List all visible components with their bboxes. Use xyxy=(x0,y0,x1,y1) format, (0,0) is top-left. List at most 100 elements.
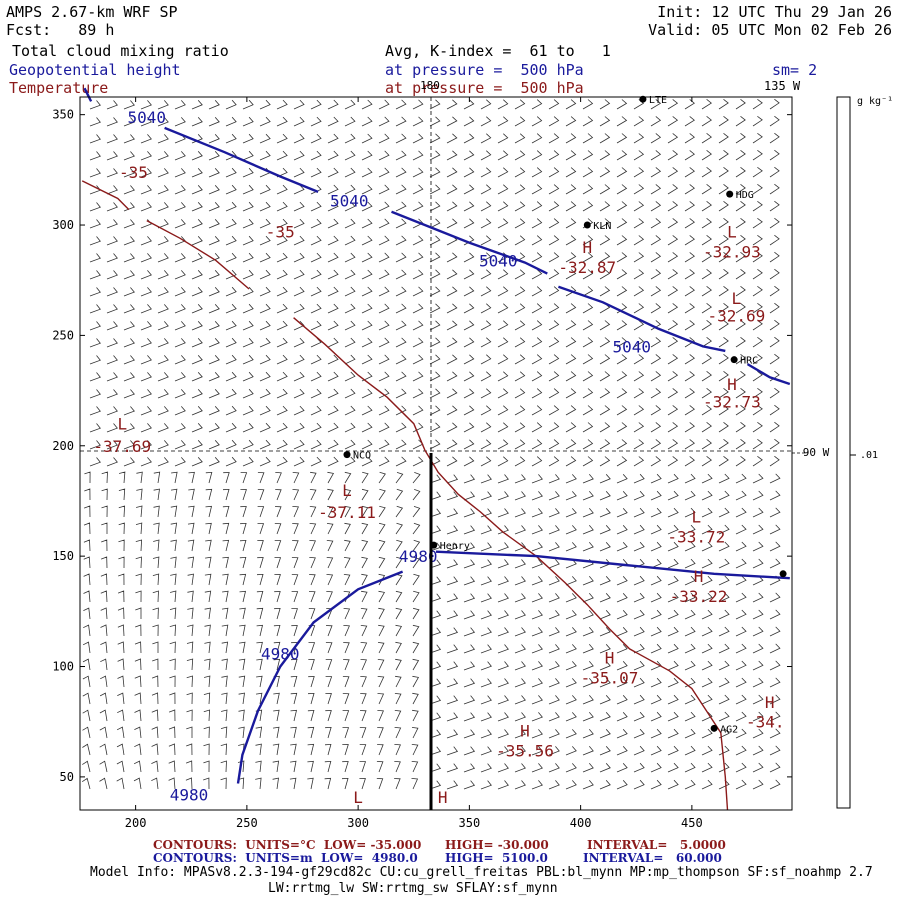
field3-name: Temperature xyxy=(9,79,109,97)
height-contours xyxy=(83,87,791,784)
x-tick-label: 350 xyxy=(459,816,481,830)
fcst-label: Fcst: xyxy=(6,21,52,39)
station-label: Henry xyxy=(440,541,470,552)
field2-detail: at pressure = 500 hPa xyxy=(385,61,584,79)
height-label: 4980 xyxy=(170,786,209,805)
height-label: 5040 xyxy=(479,251,518,270)
station-dot xyxy=(726,190,734,198)
graticule-lines xyxy=(80,97,792,453)
colorbar-unit: g kg⁻¹ xyxy=(857,96,893,107)
temp-label: L xyxy=(117,415,127,434)
temp-contour-interval: INTERVAL= 5.0000 xyxy=(587,838,726,852)
temp-label: -32.73 xyxy=(703,393,761,412)
height-contour-2 xyxy=(391,210,548,275)
temp-contour-2 xyxy=(293,317,729,811)
temp-label: -35 xyxy=(119,163,148,182)
station-label: AG2 xyxy=(720,724,738,735)
init-time: Init: 12 UTC Thu 29 Jan 26 xyxy=(657,3,892,21)
temp-label: L xyxy=(727,223,737,242)
temp-label: -37.69 xyxy=(93,437,151,456)
height-contour-0 xyxy=(83,87,93,102)
colorbar-box xyxy=(836,96,851,809)
temp-label: L xyxy=(353,788,363,807)
model-info: Model Info: MPASv8.2.3-194-gf29cd82c CU:… xyxy=(90,865,873,880)
temp-label: H xyxy=(520,722,530,741)
temp-label: -32.87 xyxy=(558,258,616,277)
temp-label: -32.93 xyxy=(703,243,761,262)
valid-time: Valid: 05 UTC Mon 02 Feb 26 xyxy=(648,21,892,39)
temp-contour-high: HIGH= -30.000 xyxy=(445,838,549,852)
height-contour-4 xyxy=(746,363,791,386)
field1-detail: Avg, K-index = 61 to 1 xyxy=(385,42,611,60)
height-contour-info: CONTOURS: UNITS=m LOW= 4980.0 xyxy=(153,851,418,865)
height-contour-high: HIGH= 5100.0 xyxy=(445,851,548,865)
field2-name: Geopotential height xyxy=(9,61,181,79)
meridian-90w-label: 90 W xyxy=(803,446,830,459)
wind-barbs xyxy=(81,98,781,790)
forecast-label: Fcst: 89 h xyxy=(6,22,114,39)
map-frame xyxy=(79,96,793,811)
height-contour-3 xyxy=(558,285,726,353)
station-dot xyxy=(583,221,591,229)
height-label: 5040 xyxy=(127,108,166,127)
temp-label: -37.11 xyxy=(318,503,376,522)
temp-label: H xyxy=(765,693,775,712)
y-tick-label: 350 xyxy=(52,108,74,122)
model-info-physics: LW:rrtmg_lw SW:rrtmg_sw SFLAY:sf_mynn xyxy=(268,881,558,896)
contour-labels: -35-35L-37.69L-37.11H-32.87L-32.93L-32.6… xyxy=(93,108,784,807)
temp-label: -35.07 xyxy=(581,669,639,688)
temp-label: L xyxy=(692,507,702,526)
temp-label: H xyxy=(727,375,737,394)
station-markers: HDG KLN HRC NCO Henry AG2 LTE xyxy=(343,95,787,735)
station-dot xyxy=(710,724,718,732)
field1-name: Total cloud mixing ratio xyxy=(12,42,229,60)
fcst-value: 89 h xyxy=(78,21,115,39)
meridian-180-label: 180 xyxy=(420,79,440,92)
temp-label: -35 xyxy=(266,223,295,242)
x-tick-label: 200 xyxy=(125,816,147,830)
colorbar xyxy=(792,96,856,809)
y-tick-label: 300 xyxy=(52,218,74,232)
x-tick-label: 250 xyxy=(236,816,258,830)
temp-label: -33.72 xyxy=(667,527,725,546)
temp-label: H xyxy=(605,649,615,668)
height-label: 4980 xyxy=(399,547,438,566)
station-label: KLN xyxy=(593,221,611,232)
station-label: NCO xyxy=(353,451,371,462)
height-contour-6 xyxy=(236,570,404,784)
height-label: 4980 xyxy=(261,644,300,663)
x-tick-label: 450 xyxy=(681,816,703,830)
temp-label: H xyxy=(694,567,704,586)
y-tick-label: 200 xyxy=(52,439,74,453)
wind-barb-field xyxy=(81,98,781,790)
model-title: AMPS 2.67-km WRF SP xyxy=(6,3,178,21)
temp-label: -34. xyxy=(746,713,785,732)
x-tick-label: 400 xyxy=(570,816,592,830)
station-dot xyxy=(730,356,738,364)
station-label: LTE xyxy=(649,95,667,106)
y-tick-label: 50 xyxy=(60,770,74,784)
station-dot xyxy=(343,451,351,459)
temp-label: -35.56 xyxy=(496,741,554,760)
station-label: HDG xyxy=(736,190,754,201)
colorbar-value: .01 xyxy=(860,450,878,461)
temp-label: L xyxy=(732,289,742,308)
y-tick-label: 250 xyxy=(52,328,74,342)
height-contour-1 xyxy=(164,126,319,194)
x-tick-label: 300 xyxy=(347,816,369,830)
height-label: 5040 xyxy=(330,192,369,211)
height-contour-5 xyxy=(435,550,790,580)
temp-label: -32.69 xyxy=(707,307,765,326)
axes: 200 250 300 350 400 450 350 300 250 200 150 100 50 xyxy=(52,97,792,830)
y-tick-label: 150 xyxy=(52,549,74,563)
y-tick-label: 100 xyxy=(52,660,74,674)
temperature-contours xyxy=(81,180,729,811)
height-contour-interval: INTERVAL= 60.000 xyxy=(583,851,722,865)
temp-label: H xyxy=(438,788,448,807)
station-dot xyxy=(779,570,787,578)
temp-contour-1 xyxy=(146,219,250,290)
temp-contour-0 xyxy=(81,180,130,211)
temp-contour-info: CONTOURS: UNITS=°C LOW= -35.000 xyxy=(153,838,422,852)
temp-label: -33.22 xyxy=(670,587,728,606)
